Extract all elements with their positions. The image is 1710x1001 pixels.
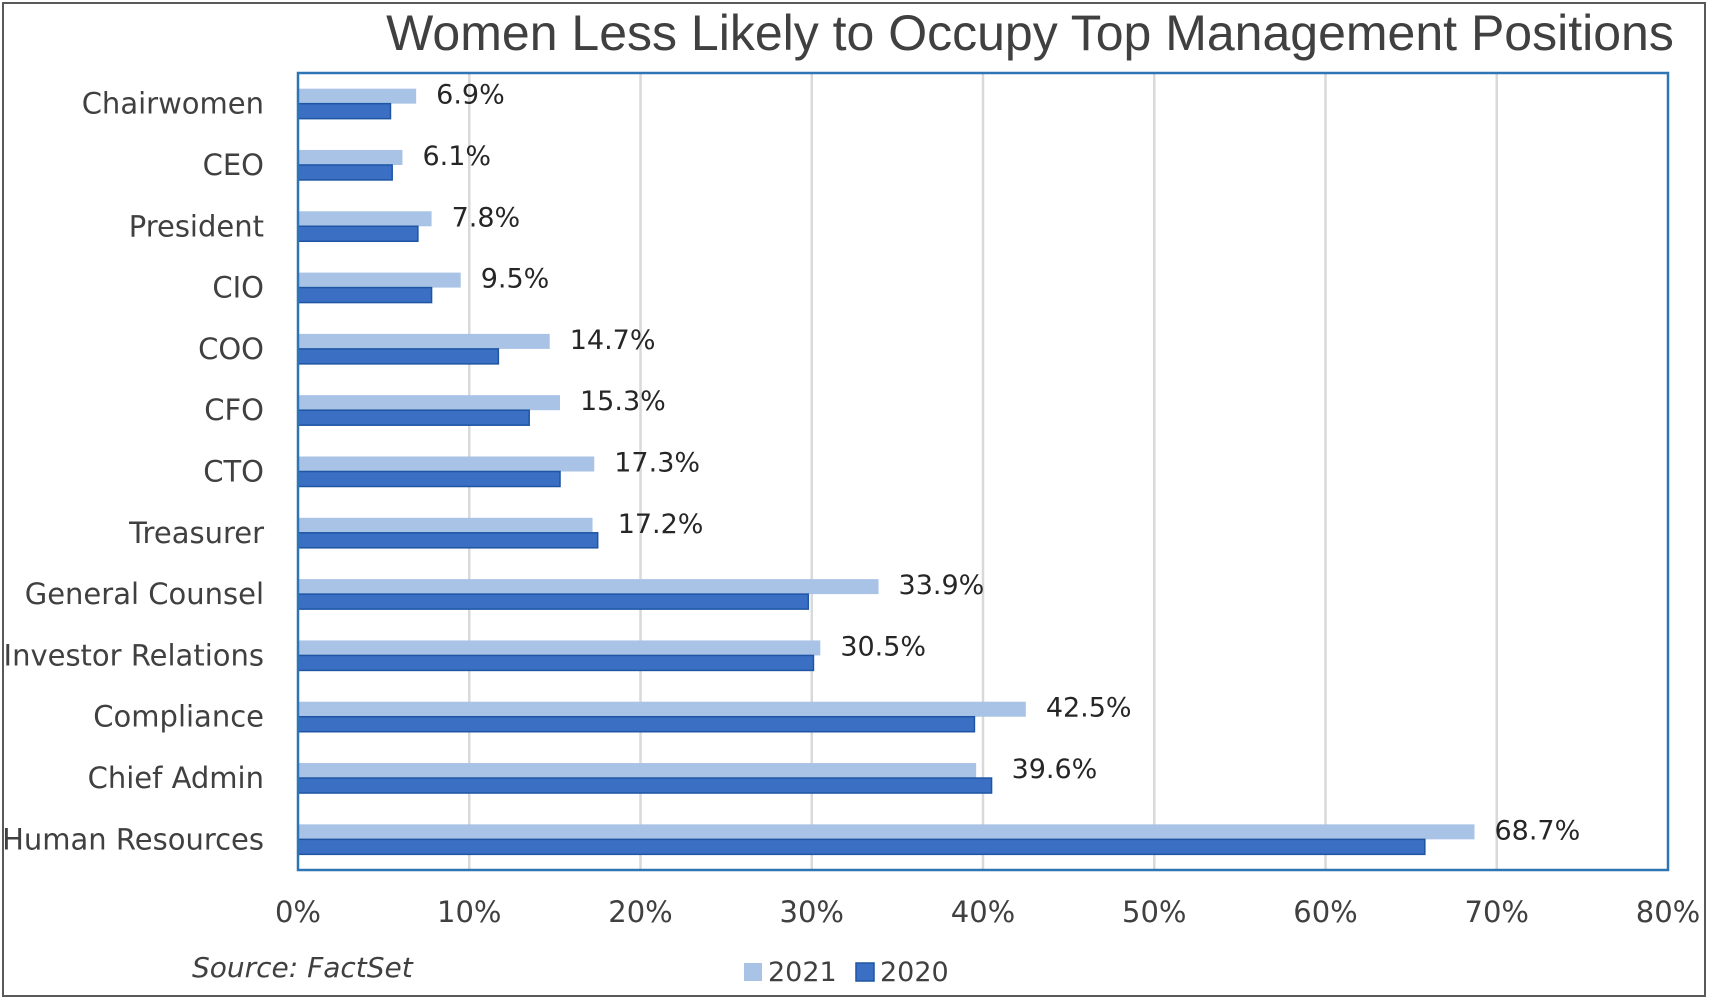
gridlines <box>468 73 1498 870</box>
data-label-ceo: 6.1% <box>422 141 491 172</box>
source-note: Source: FactSet <box>192 951 414 984</box>
bar-2021-human-resources <box>298 824 1475 840</box>
category-label-cfo: CFO <box>204 393 264 427</box>
data-label-coo: 14.7% <box>570 325 656 356</box>
legend-item-2021[interactable]: 2021 <box>744 957 837 988</box>
x-tick-70: 70% <box>1465 895 1529 929</box>
x-tick-0: 0% <box>275 895 321 929</box>
category-label-coo: COO <box>198 332 264 366</box>
category-label-cto: CTO <box>203 455 264 489</box>
legend-label-2020: 2020 <box>880 957 949 988</box>
category-label-human-resources: Human Resources <box>2 822 264 856</box>
category-label-investor-relations: Investor Relations <box>4 638 264 672</box>
bar-2021-cio <box>298 272 461 288</box>
legend-swatch-2020 <box>855 962 875 982</box>
bars <box>297 88 1475 856</box>
category-label-ceo: CEO <box>203 148 264 182</box>
data-label-cto: 17.3% <box>614 448 700 479</box>
legend-swatch-2021 <box>744 963 762 981</box>
plot-area-border <box>296 71 1670 872</box>
x-tick-40: 40% <box>951 895 1015 929</box>
bar-2021-cfo <box>298 395 561 411</box>
category-label-cio: CIO <box>212 271 264 305</box>
data-label-cio: 9.5% <box>481 264 550 295</box>
category-label-treasurer: Treasurer <box>128 516 264 550</box>
data-label-chief-admin: 39.6% <box>1012 754 1098 785</box>
x-axis-tick-labels: 0% 10% 20% 30% 40% 50% 60% 70% 80% <box>275 895 1700 929</box>
bar-2021-general-counsel <box>298 579 879 595</box>
bar-2021-ceo <box>298 149 403 165</box>
data-label-compliance: 42.5% <box>1046 693 1132 724</box>
bar-2020-general-counsel <box>297 593 810 610</box>
bar-2021-treasurer <box>298 517 593 533</box>
data-label-treasurer: 17.2% <box>618 509 704 540</box>
bar-2020-compliance <box>297 715 976 733</box>
category-labels: Chairwomen CEO President CIO COO CFO CTO Treasu… <box>2 87 264 857</box>
bar-2020-president <box>297 225 419 243</box>
data-label-cfo: 15.3% <box>580 386 666 417</box>
data-labels: 6.9% 6.1% 7.8% 9.5% 14.7% 15.3% 17.3% 17.2% 33.9… <box>422 80 1580 847</box>
bar-2020-chairwomen <box>297 102 392 120</box>
bar-2021-chairwomen <box>298 88 417 104</box>
bar-2020-cto <box>297 470 561 488</box>
bar-2020-chief-admin <box>297 777 993 794</box>
bar-2020-ceo <box>297 164 393 181</box>
bar-2021-compliance <box>298 701 1026 717</box>
legend-item-2020[interactable]: 2020 <box>855 957 949 988</box>
bar-2021-chief-admin <box>298 763 977 779</box>
data-label-investor-relations: 30.5% <box>840 631 926 662</box>
x-tick-30: 30% <box>780 895 844 929</box>
x-tick-50: 50% <box>1122 895 1186 929</box>
x-tick-60: 60% <box>1293 895 1357 929</box>
category-label-president: President <box>129 209 264 243</box>
bar-2021-coo <box>298 333 550 349</box>
x-tick-20: 20% <box>608 895 672 929</box>
bar-2021-investor-relations <box>298 640 821 656</box>
bar-2020-investor-relations <box>297 654 815 672</box>
x-tick-10: 10% <box>437 895 501 929</box>
data-label-president: 7.8% <box>452 202 521 233</box>
data-label-general-counsel: 33.9% <box>899 570 985 601</box>
category-label-general-counsel: General Counsel <box>25 577 264 611</box>
category-label-chairwomen: Chairwomen <box>82 87 264 121</box>
bar-2020-treasurer <box>297 532 599 549</box>
bar-2020-cio <box>297 286 433 304</box>
category-label-chief-admin: Chief Admin <box>88 761 264 795</box>
bar-2020-coo <box>297 348 500 365</box>
bar-2021-president <box>298 211 432 227</box>
bar-2021-cto <box>298 456 595 472</box>
category-label-compliance: Compliance <box>93 700 264 734</box>
data-label-human-resources: 68.7% <box>1494 815 1580 846</box>
legend[interactable]: 2021 2020 <box>744 957 949 988</box>
bar-2020-human-resources <box>297 838 1426 856</box>
bar-2020-cfo <box>297 409 530 426</box>
chart-title: Women Less Likely to Occupy Top Manageme… <box>386 5 1674 61</box>
data-label-chairwomen: 6.9% <box>436 80 505 111</box>
x-tick-80: 80% <box>1636 895 1700 929</box>
legend-label-2021: 2021 <box>768 957 837 988</box>
